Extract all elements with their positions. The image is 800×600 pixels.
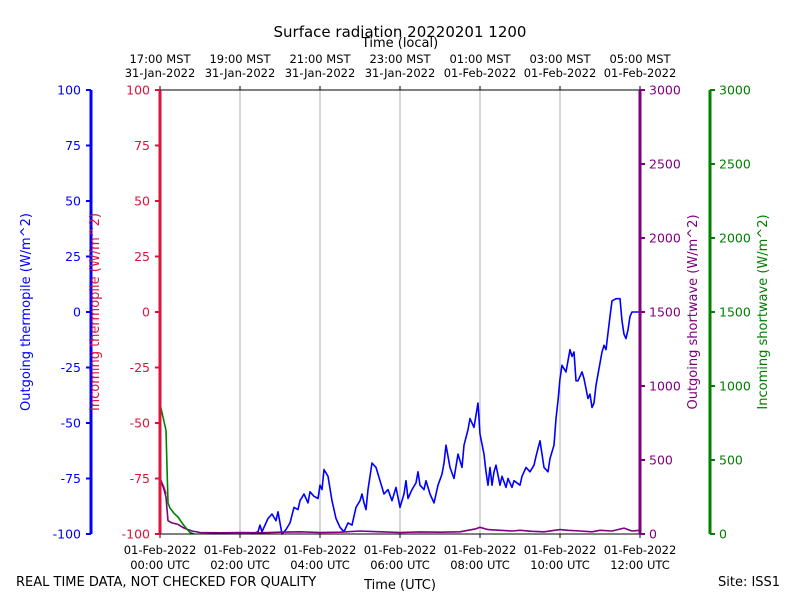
- y-axis-in-sw: 0 500 1000 1500 2000 2500 3000 Incoming shortwa…: [708, 83, 771, 542]
- y-axis-out-thermo: -100 -75 -50 -25 0 25 50 75 100 Outgoing thermopi…: [19, 83, 93, 542]
- site-label: Site: ISS1: [718, 575, 781, 590]
- series-line-incoming-shortwave: [159, 403, 195, 535]
- series-line-outgoing-shortwave: [159, 477, 641, 534]
- x-tick-label-utc-date: 01-Feb-2022: [604, 543, 677, 557]
- x-tick-label-utc-date: 01-Feb-2022: [364, 543, 437, 557]
- y-tick-label: 3000: [649, 83, 681, 98]
- y-tick-label: 75: [65, 138, 81, 153]
- x-tick-label-utc-date: 01-Feb-2022: [124, 543, 197, 557]
- x-tick-label-local-date: 01-Feb-2022: [604, 66, 677, 80]
- x-tick-label-local-time: 03:00 MST: [529, 52, 591, 66]
- y-tick-label: 75: [134, 138, 150, 153]
- y-axis-label: Incoming thermopile (W/m^2): [88, 213, 103, 411]
- y-tick-label: 2500: [649, 157, 681, 172]
- y-tick-label: 25: [65, 249, 81, 264]
- y-tick-label: 500: [649, 453, 673, 468]
- x-tick-label-local-date: 01-Feb-2022: [524, 66, 597, 80]
- x-tick-label-local-date: 01-Feb-2022: [444, 66, 517, 80]
- x-tick-label-utc-date: 01-Feb-2022: [524, 543, 597, 557]
- y-tick-label: 100: [126, 83, 150, 98]
- y-tick-label: 0: [142, 305, 150, 320]
- x-tick-label-utc-time: 10:00 UTC: [530, 558, 590, 572]
- y-tick-label: 25: [134, 249, 150, 264]
- x-tick-label-utc-time: 06:00 UTC: [370, 558, 430, 572]
- y-tick-label: -75: [130, 471, 150, 486]
- x-tick-label-utc-time: 04:00 UTC: [290, 558, 350, 572]
- x-tick-label-utc-date: 01-Feb-2022: [204, 543, 277, 557]
- x-tick-label-local-time: 21:00 MST: [289, 52, 351, 66]
- y-axis-out-sw: 0 500 1000 1500 2000 2500 3000 Outgoing shortwa…: [638, 83, 701, 542]
- quality-disclaimer: REAL TIME DATA, NOT CHECKED FOR QUALITY: [16, 575, 317, 590]
- x-tick-label-utc-time: 08:00 UTC: [450, 558, 510, 572]
- x-tick-label-local-date: 31-Jan-2022: [285, 66, 356, 80]
- chart-title: Surface radiation 20220201 1200: [274, 23, 527, 41]
- y-tick-label: 1000: [719, 379, 751, 394]
- x-tick-label-local-time: 01:00 MST: [449, 52, 511, 66]
- series-line-outgoing-thermopile: [251, 297, 640, 535]
- y-tick-label: 2000: [719, 231, 751, 246]
- y-tick-label: 50: [134, 194, 150, 209]
- x-tick-label-local-date: 31-Jan-2022: [125, 66, 196, 80]
- gridlines: [239, 90, 561, 534]
- y-tick-label: 50: [65, 194, 81, 209]
- y-tick-label: -100: [122, 527, 150, 542]
- x-axis-local-label: Time (local): [361, 36, 438, 51]
- x-tick-label-utc-time: 12:00 UTC: [610, 558, 670, 572]
- y-tick-label: 1500: [719, 305, 751, 320]
- y-axis-label: Incoming shortwave (W/m^2): [756, 214, 771, 409]
- x-tick-label-utc-time: 02:00 UTC: [210, 558, 270, 572]
- y-tick-label: 0: [73, 305, 81, 320]
- x-tick-label-local-time: 23:00 MST: [369, 52, 431, 66]
- series-lines: [159, 297, 641, 535]
- y-tick-label: 100: [57, 83, 81, 98]
- x-tick-label-utc-date: 01-Feb-2022: [284, 543, 357, 557]
- y-tick-label: 500: [719, 453, 743, 468]
- y-tick-label: -25: [130, 360, 150, 375]
- y-axis-label: Outgoing shortwave (W/m^2): [686, 214, 701, 409]
- y-tick-label: 0: [719, 527, 727, 542]
- y-tick-label: -50: [130, 416, 150, 431]
- x-tick-label-local-date: 31-Jan-2022: [205, 66, 276, 80]
- y-axis-label: Outgoing thermopile (W/m^2): [19, 213, 34, 411]
- x-tick-label-local-date: 31-Jan-2022: [365, 66, 436, 80]
- y-axes: -100 -75 -50 -25 0 25 50 75 100 Outgoing thermopi…: [19, 83, 771, 542]
- y-tick-label: -50: [61, 416, 81, 431]
- y-tick-label: 3000: [719, 83, 751, 98]
- y-tick-label: 2000: [649, 231, 681, 246]
- y-tick-label: -100: [53, 527, 81, 542]
- x-tick-label-local-time: 19:00 MST: [209, 52, 271, 66]
- y-axis-in-thermo: -100 -75 -50 -25 0 25 50 75 100 Incoming thermopi…: [88, 83, 162, 542]
- y-tick-label: -25: [61, 360, 81, 375]
- x-tick-label-utc-time: 00:00 UTC: [130, 558, 190, 572]
- y-tick-label: 2500: [719, 157, 751, 172]
- y-tick-label: 1000: [649, 379, 681, 394]
- y-tick-label: 1500: [649, 305, 681, 320]
- x-tick-label-utc-date: 01-Feb-2022: [444, 543, 517, 557]
- y-tick-label: 0: [649, 527, 657, 542]
- y-tick-label: -75: [61, 471, 81, 486]
- x-axis-utc-label: Time (UTC): [363, 578, 436, 593]
- x-tick-label-local-time: 05:00 MST: [609, 52, 671, 66]
- x-tick-label-local-time: 17:00 MST: [129, 52, 191, 66]
